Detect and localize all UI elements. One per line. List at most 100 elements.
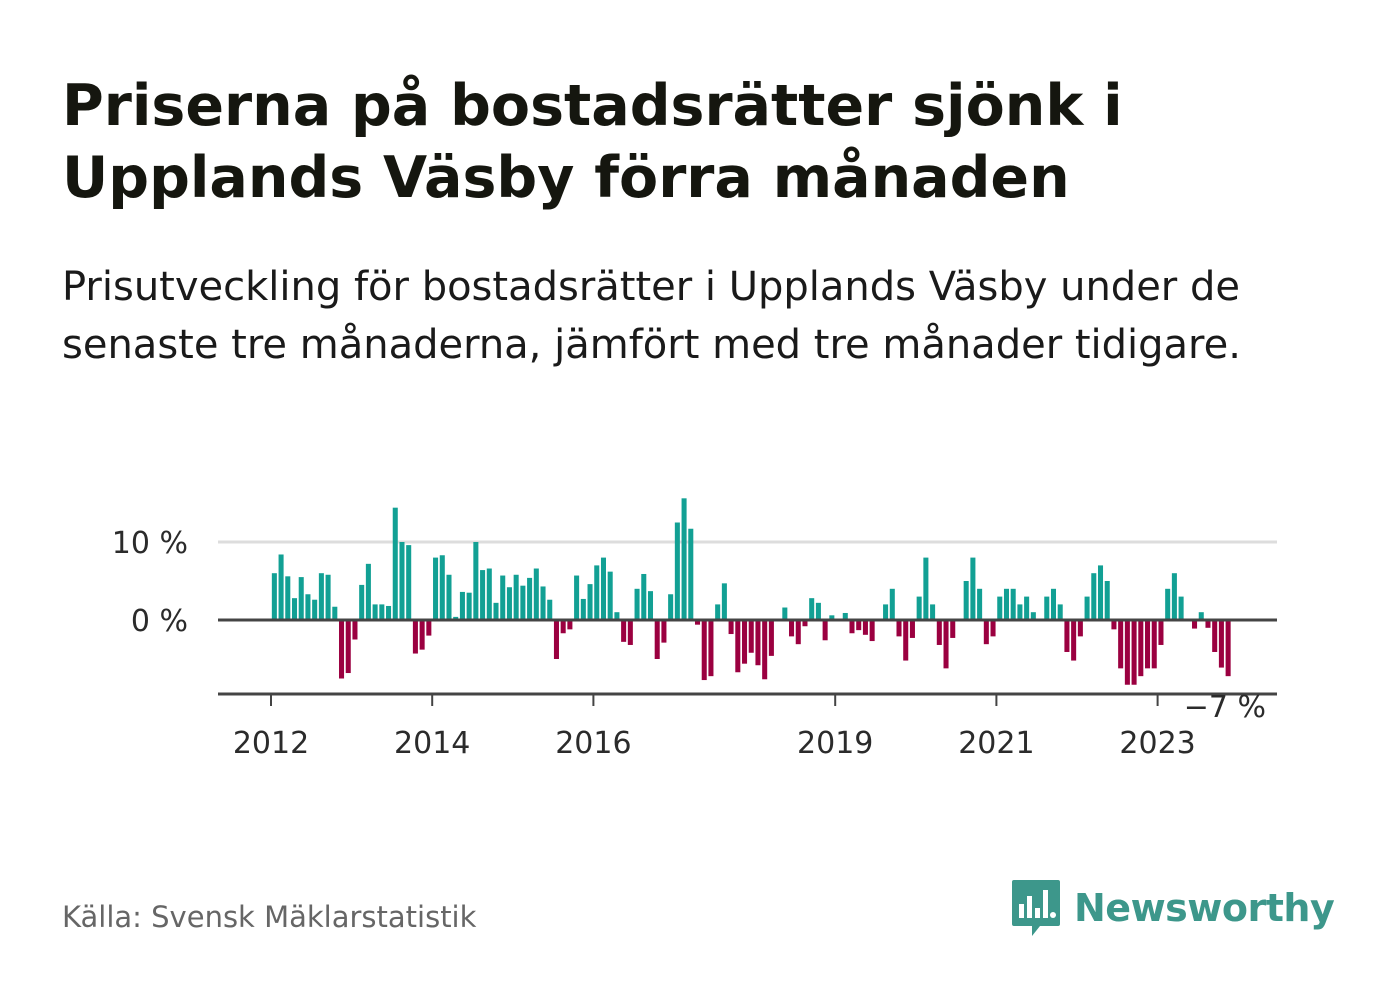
bar-positive <box>325 574 331 620</box>
bar-positive <box>473 542 479 620</box>
bar-negative <box>802 620 808 627</box>
bar-positive <box>540 586 546 620</box>
chart-subtitle: Prisutveckling för bostadsrätter i Uppla… <box>62 264 1241 368</box>
bar-negative <box>1192 620 1198 629</box>
bar-positive <box>372 604 378 620</box>
bar-negative <box>869 620 875 642</box>
bar-positive <box>386 605 392 620</box>
bar-positive <box>486 568 492 620</box>
x-tick-labels: 2012 2014 2016 2019 2021 2023 <box>233 726 1196 761</box>
bar-positive <box>688 528 694 620</box>
x-tick-label: 2019 <box>797 726 873 761</box>
bar-positive <box>493 602 499 620</box>
y-tick-label: 10 % <box>112 526 188 561</box>
bar-positive <box>1084 596 1090 620</box>
bar-positive <box>459 591 465 620</box>
chart-title: Priserna på bostadsrätter sjönk i Upplan… <box>62 73 1123 211</box>
bar-positive <box>829 615 835 620</box>
bar-positive <box>1057 604 1063 620</box>
bar-negative <box>419 620 425 650</box>
bar-positive <box>1003 588 1009 620</box>
bar-negative <box>567 620 573 630</box>
bar-positive <box>815 602 821 620</box>
bar-positive <box>1050 588 1057 620</box>
newsworthy-logo[interactable]: Newsworthy <box>1010 878 1335 938</box>
bar-negative <box>950 620 956 638</box>
bar-positive <box>923 557 929 620</box>
bar-negative <box>1124 620 1130 685</box>
bar-positive <box>594 565 600 620</box>
bar-positive <box>278 554 284 620</box>
bar-positive <box>600 557 606 620</box>
bar-positive <box>446 574 452 620</box>
bar-chart: 10 % 0 % 2012 2014 2016 2019 2021 2023 −7 % <box>112 498 1277 761</box>
bar-positive <box>1171 573 1177 620</box>
bar-positive <box>1097 565 1104 620</box>
bar-negative <box>708 620 714 677</box>
bar-negative <box>789 620 795 637</box>
bar-negative <box>990 620 996 637</box>
bar-negative <box>1131 620 1137 685</box>
bar-negative <box>768 620 774 656</box>
bar-positive <box>614 612 620 620</box>
bar-negative <box>849 620 855 634</box>
bar-positive <box>547 599 553 620</box>
bar-positive <box>977 588 983 620</box>
bar-positive <box>433 557 439 620</box>
x-tick-label: 2016 <box>555 726 631 761</box>
bar-negative <box>735 620 741 673</box>
bar-positive <box>379 604 385 620</box>
bar-positive <box>580 598 586 620</box>
bar-positive <box>997 596 1003 620</box>
bar-positive <box>782 607 788 620</box>
bar-positive <box>392 507 398 620</box>
bar-positive <box>1198 612 1204 620</box>
bar-positive <box>305 594 311 620</box>
bar-negative <box>621 620 627 642</box>
bar-negative <box>1212 620 1218 652</box>
bar-positive <box>312 599 318 620</box>
bar-negative <box>553 620 559 659</box>
bar-positive <box>1178 596 1184 620</box>
x-tick-label: 2021 <box>958 726 1034 761</box>
bar-positive <box>520 585 526 620</box>
y-tick-label: 0 % <box>131 604 188 639</box>
bar-positive <box>607 571 613 620</box>
bar-positive <box>271 573 277 620</box>
bar-positive <box>1044 596 1050 620</box>
bar-negative <box>795 620 801 645</box>
bar-negative <box>822 620 828 641</box>
newsworthy-logo-icon <box>1012 880 1060 936</box>
bar-negative <box>701 620 707 681</box>
bar-negative <box>1071 620 1077 661</box>
bar-positive <box>406 545 412 620</box>
bar-negative <box>856 620 862 631</box>
bar-positive <box>721 583 727 620</box>
bar-negative <box>661 620 667 643</box>
bar-positive <box>1165 588 1171 620</box>
source-note: Källa: Svensk Mäklarstatistik <box>62 900 477 934</box>
bar-positive <box>674 522 680 620</box>
bar-positive <box>930 604 936 620</box>
bar-positive <box>500 575 506 620</box>
bar-negative <box>345 620 351 674</box>
bar-positive <box>647 591 654 620</box>
bar-negative <box>862 620 868 635</box>
bar-positive <box>715 604 721 620</box>
bar-positive <box>809 598 815 620</box>
bar-negative <box>755 620 761 666</box>
bar-positive <box>681 498 687 620</box>
bar-positive <box>634 588 640 620</box>
bar-positive <box>883 604 889 620</box>
bar-positive <box>291 598 298 620</box>
bar-positive <box>963 581 969 620</box>
bar-positive <box>399 542 405 620</box>
y-tick-labels: 10 % 0 % <box>112 526 188 639</box>
bar-positive <box>668 594 674 620</box>
bar-negative <box>1111 620 1117 630</box>
bar-negative <box>983 620 989 645</box>
bar-negative <box>936 620 942 645</box>
bar-positive <box>527 577 533 620</box>
bar-negative <box>1205 620 1211 628</box>
bar-positive <box>533 568 539 620</box>
